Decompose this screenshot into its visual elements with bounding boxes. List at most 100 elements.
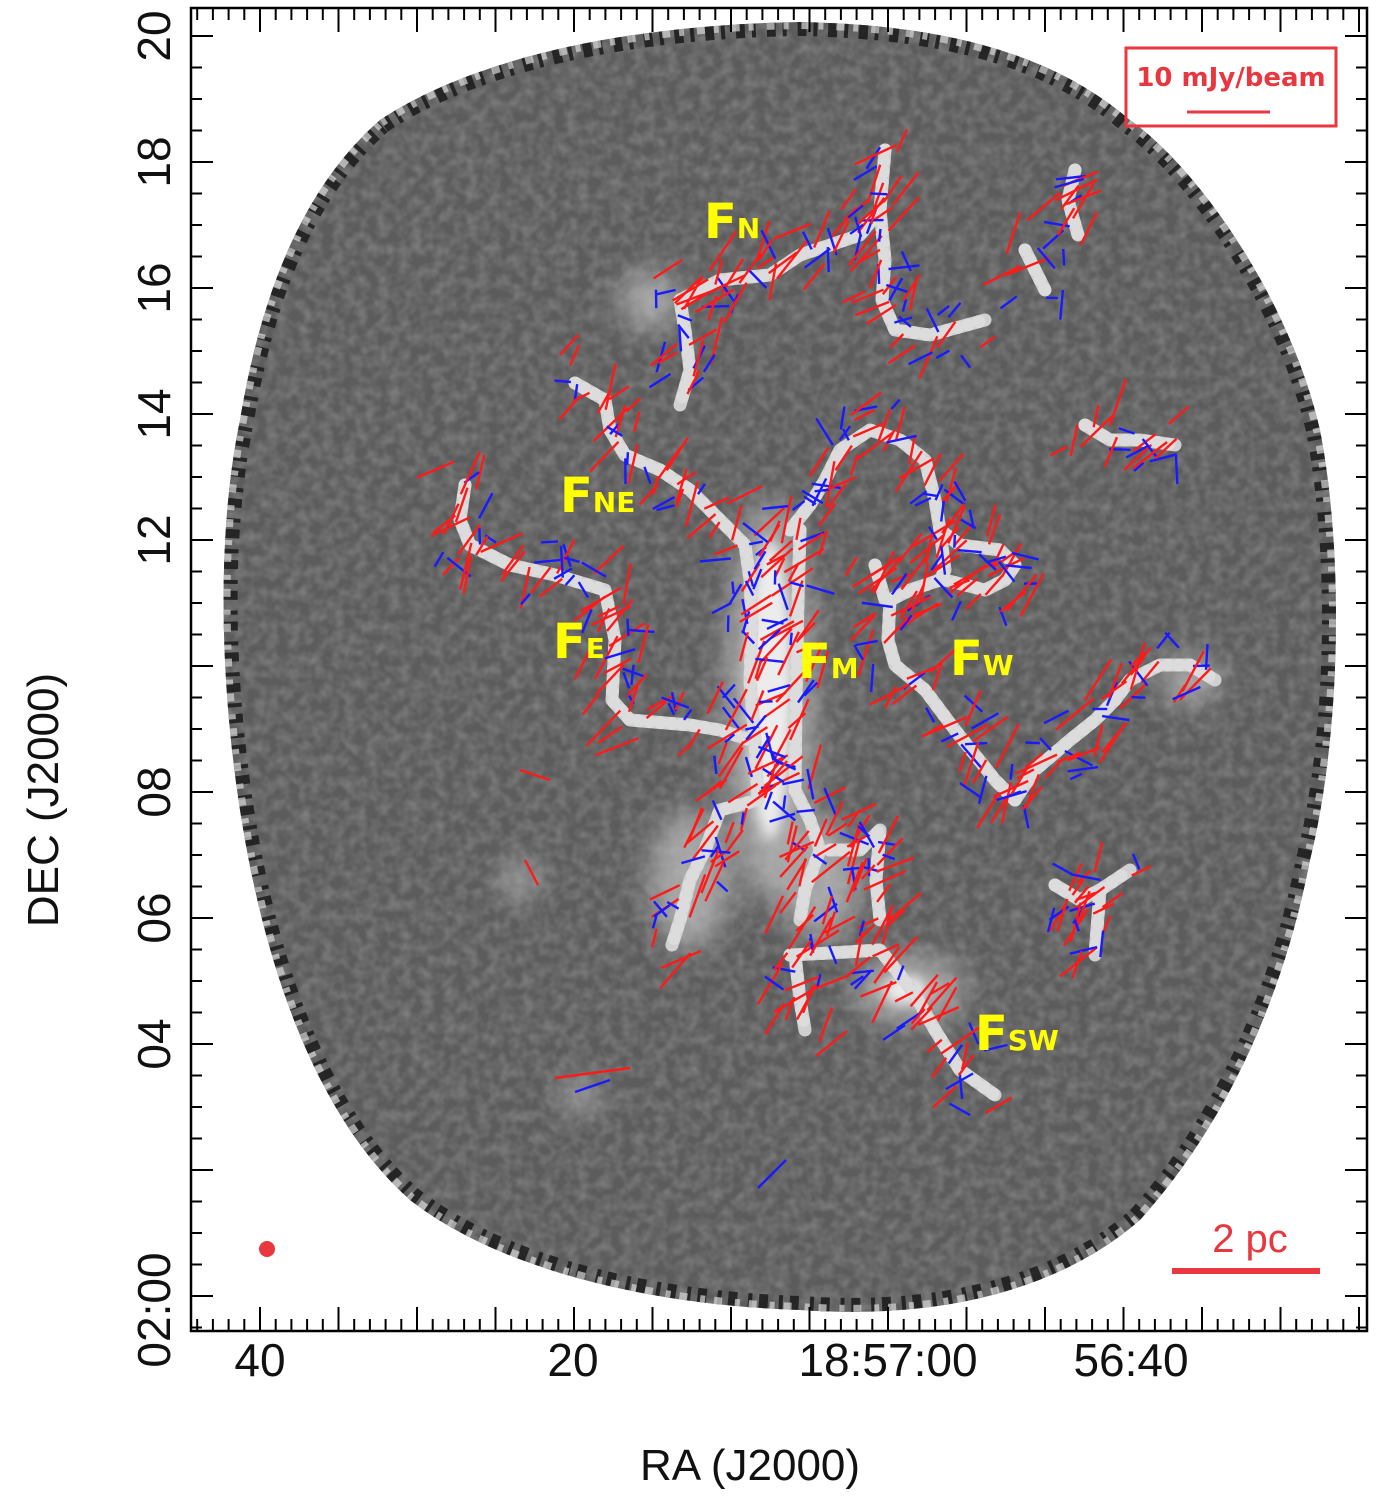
polarization-vector [625, 397, 642, 413]
polarization-vector [462, 555, 473, 594]
polarization-vector [656, 504, 675, 512]
polarization-vector [1129, 642, 1146, 691]
polarization-vector [585, 709, 622, 747]
y-tick-label: 08 [128, 766, 180, 817]
polarization-vector [1129, 651, 1146, 668]
polarization-vector [1062, 908, 1090, 947]
polarization-vector [1099, 930, 1105, 958]
spine-bead [746, 270, 760, 284]
polarization-vector [882, 1024, 906, 1041]
polarization-vector [894, 450, 923, 493]
polarization-vector [757, 745, 787, 759]
polarization-vector [665, 436, 689, 471]
polarization-vector [755, 657, 786, 664]
polarization-vector [1005, 564, 1032, 570]
polarization-vector [899, 590, 919, 620]
polarization-vector [876, 883, 892, 903]
polarization-vector [935, 349, 950, 359]
polarization-vector [541, 540, 559, 544]
polarization-vector [846, 956, 871, 977]
polarization-vector [811, 477, 828, 507]
polarization-vector [648, 372, 672, 389]
polarization-vector [777, 631, 800, 676]
polarization-vector [923, 452, 942, 487]
polarization-vector [666, 900, 680, 910]
polarization-vector [577, 581, 590, 599]
polarization-vector [999, 295, 1018, 310]
polarization-vector [692, 340, 705, 377]
polarization-vector [716, 880, 729, 893]
polarization-vector [894, 991, 914, 1003]
polarization-vector [1174, 455, 1179, 485]
polarization-vector [834, 444, 853, 471]
polarization-vector [595, 663, 625, 695]
spine-bead [739, 545, 753, 559]
spine-bead [682, 878, 696, 892]
polarization-vector [827, 886, 839, 913]
polarization-vector [1071, 873, 1101, 882]
polarization-vector [813, 843, 837, 859]
polarization-vector [960, 743, 983, 770]
polarization-vector [869, 663, 875, 692]
polarization-vector [789, 581, 805, 588]
polarization-vector [813, 818, 828, 847]
polarization-vector [1067, 765, 1099, 773]
polarization-vector [892, 171, 920, 206]
spine-bead [776, 259, 790, 273]
polarization-vector [478, 492, 494, 519]
spine-bead [796, 896, 810, 910]
polarization-vector [756, 962, 784, 1005]
polarization-vector [803, 681, 819, 697]
spine-bead [599, 587, 613, 601]
polarization-vector [883, 617, 909, 644]
polarization-vector [1069, 424, 1079, 457]
polarization-vector [815, 973, 822, 989]
polarization-vector [823, 787, 838, 817]
polarization-vector [766, 553, 786, 566]
y-tick-labels: 20 18 16 14 12 08 06 04 02:00 [128, 10, 180, 1367]
spine-bead [681, 347, 695, 361]
polarization-vector [1005, 573, 1038, 612]
polarization-vector [677, 742, 693, 757]
polarization-vector [986, 504, 997, 537]
spine-bead [816, 946, 830, 960]
polarization-vector [842, 428, 850, 441]
polarization-vector [983, 1043, 1008, 1052]
polarization-vector [1131, 853, 1141, 871]
polarization-vector [847, 230, 877, 267]
polarization-vector [1016, 768, 1035, 780]
polarization-vector [930, 553, 944, 571]
spine-bead [838, 945, 852, 959]
polarization-vector [767, 683, 791, 693]
polarization-vector [932, 1085, 958, 1109]
spine-bead [868, 558, 882, 572]
spine-bead [744, 688, 758, 701]
polarization-vector [871, 980, 893, 1024]
polarization-vector [895, 406, 906, 440]
polarization-vector [813, 786, 847, 804]
spine-bead [1114, 869, 1128, 883]
polarization-vector [757, 628, 781, 651]
spine-bead [1048, 878, 1062, 892]
spine-bead [486, 550, 500, 563]
polarization-vector [595, 737, 639, 757]
spine-bead [700, 838, 714, 852]
polarization-vector [1140, 660, 1160, 684]
polarization-vector [773, 952, 789, 971]
polarization-vector [499, 550, 526, 582]
polarization-vector [788, 580, 804, 617]
polarization-vector [569, 345, 580, 366]
polarization-vector [1101, 714, 1130, 722]
polarization-vector [674, 691, 685, 711]
spine-bead [928, 1023, 942, 1037]
spine-bead [741, 556, 755, 570]
polarization-vector [478, 528, 482, 545]
y-tick-label: 14 [128, 388, 180, 439]
polarization-vector [432, 514, 457, 534]
spine-bead [792, 545, 806, 559]
spine-bead [1129, 433, 1143, 447]
polarization-vector [714, 544, 738, 556]
y-tick-label: 12 [128, 514, 180, 565]
polarization-vector [688, 873, 707, 918]
polarization-vector [850, 975, 864, 986]
